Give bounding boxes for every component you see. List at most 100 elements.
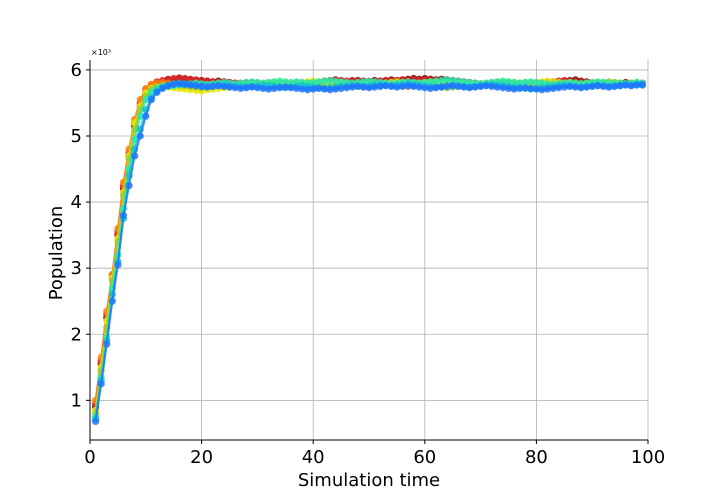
series-5 (91, 76, 647, 421)
y-tick-label: 3 (71, 258, 82, 279)
data-point (571, 83, 580, 91)
data-point (348, 83, 356, 91)
data-point (309, 85, 317, 93)
data-point (287, 84, 295, 92)
series-4 (91, 78, 647, 418)
data-point (91, 417, 100, 426)
data-point (599, 82, 607, 91)
data-point (225, 83, 234, 91)
x-axis-title: Simulation time (298, 470, 440, 491)
series-line (94, 80, 643, 411)
x-tick-label: 80 (525, 447, 548, 468)
x-tick-label: 20 (190, 447, 213, 468)
data-point (315, 78, 323, 86)
data-point (114, 261, 122, 269)
series-1 (91, 74, 647, 408)
data-point (555, 84, 563, 92)
data-point (276, 84, 284, 92)
data-point (331, 77, 340, 85)
data-point (610, 82, 619, 91)
data-point (170, 80, 178, 89)
data-point (415, 83, 423, 91)
data-point (460, 83, 468, 91)
data-point (253, 84, 261, 92)
data-point (320, 85, 328, 93)
series-line (94, 82, 643, 419)
y-multiplier-label: ×10³ (91, 48, 111, 57)
data-point (119, 211, 128, 219)
data-point (471, 83, 479, 91)
x-tick-label: 40 (302, 447, 325, 468)
series-line (94, 81, 643, 401)
y-tick-label: 6 (71, 60, 82, 81)
data-point (203, 83, 211, 91)
data-point (521, 84, 529, 92)
data-point (237, 84, 245, 93)
data-point (560, 83, 568, 91)
data-point (248, 83, 256, 91)
data-point (577, 84, 585, 92)
data-point (281, 83, 289, 91)
data-point (304, 86, 312, 94)
data-point (264, 85, 273, 93)
series-6 (91, 79, 647, 423)
data-point (142, 96, 150, 104)
data-point (404, 82, 412, 90)
data-point (454, 82, 462, 91)
data-point (449, 82, 457, 90)
data-point (136, 132, 144, 140)
tick-labels: 0 20 40 60 80 100 1 2 3 4 5 6 (71, 60, 666, 468)
data-point (298, 85, 306, 93)
data-point (393, 83, 401, 91)
data-point (170, 74, 178, 83)
data-point (192, 82, 200, 90)
data-point (97, 380, 105, 388)
data-point (443, 82, 451, 91)
data-point (421, 84, 429, 92)
series-0 (91, 74, 647, 411)
data-point (504, 84, 513, 93)
data-point (231, 84, 239, 92)
data-point (437, 83, 446, 91)
data-point (326, 86, 334, 94)
series-line (94, 76, 643, 404)
data-point (209, 82, 217, 91)
series-line (94, 80, 643, 414)
data-point (398, 82, 407, 91)
data-point (549, 84, 557, 93)
data-point (465, 84, 474, 92)
series-line (94, 78, 643, 418)
data-point (588, 82, 596, 91)
data-point (527, 78, 535, 86)
data-point (320, 77, 328, 85)
data-point (153, 88, 161, 96)
data-point (365, 84, 373, 92)
data-point (370, 83, 379, 91)
data-point (131, 152, 139, 160)
data-point (242, 84, 250, 92)
data-point (331, 85, 340, 93)
data-point (605, 83, 613, 91)
data-point (532, 85, 541, 93)
data-point (164, 82, 172, 90)
data-point (616, 82, 624, 90)
data-point (387, 82, 395, 91)
data-point (281, 78, 289, 86)
axes (89, 60, 648, 441)
data-point (622, 81, 630, 89)
data-point (638, 80, 647, 89)
x-tick-label: 0 (84, 447, 95, 468)
data-point (158, 84, 167, 93)
data-point (359, 83, 368, 91)
data-point (175, 80, 183, 88)
data-point (627, 82, 635, 90)
data-point (432, 77, 440, 85)
data-point (488, 82, 496, 91)
series-layer (91, 74, 647, 426)
data-point (108, 297, 116, 305)
data-point (410, 82, 418, 91)
data-point (136, 112, 144, 120)
data-point (147, 96, 155, 104)
data-point (103, 340, 111, 348)
